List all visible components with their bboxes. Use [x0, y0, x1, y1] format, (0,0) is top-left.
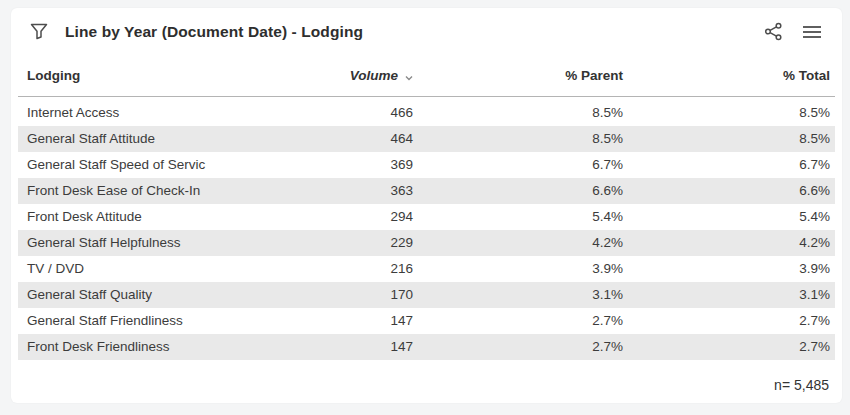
- cell-label: Front Desk Ease of Check-In: [18, 178, 298, 204]
- cell-volume: 369: [298, 152, 418, 178]
- cell-parent: 4.2%: [418, 230, 628, 256]
- cell-parent: 3.9%: [418, 256, 628, 282]
- widget-header: Line by Year (Document Date) - Lodging: [11, 8, 842, 55]
- column-header-volume[interactable]: Volume: [298, 68, 418, 83]
- cell-parent: 6.6%: [418, 178, 628, 204]
- table-row[interactable]: General Staff Quality1703.1%3.1%: [18, 282, 835, 308]
- table-body: Internet Access4668.5%8.5%General Staff …: [18, 100, 835, 360]
- cell-parent: 6.7%: [418, 152, 628, 178]
- widget-actions: [764, 22, 822, 41]
- column-header-lodging[interactable]: Lodging: [18, 68, 298, 83]
- share-icon[interactable]: [764, 22, 783, 41]
- sort-descending-icon: [405, 75, 413, 81]
- hamburger-menu-icon[interactable]: [802, 25, 822, 39]
- column-header-parent[interactable]: % Parent: [418, 68, 628, 83]
- cell-volume: 170: [298, 282, 418, 308]
- table-row[interactable]: General Staff Helpfulness2294.2%4.2%: [18, 230, 835, 256]
- cell-label: General Staff Quality: [18, 282, 298, 308]
- cell-total: 3.9%: [628, 256, 835, 282]
- cell-parent: 3.1%: [418, 282, 628, 308]
- data-table: Lodging Volume % Parent % Total Internet…: [11, 55, 842, 360]
- widget-title: Line by Year (Document Date) - Lodging: [65, 23, 764, 41]
- cell-label: Front Desk Friendliness: [18, 334, 298, 360]
- table-row[interactable]: General Staff Attitude4648.5%8.5%: [18, 126, 835, 152]
- cell-volume: 363: [298, 178, 418, 204]
- table-row[interactable]: TV / DVD2163.9%3.9%: [18, 256, 835, 282]
- table-row[interactable]: Front Desk Ease of Check-In3636.6%6.6%: [18, 178, 835, 204]
- cell-total: 2.7%: [628, 308, 835, 334]
- table-row[interactable]: General Staff Friendliness1472.7%2.7%: [18, 308, 835, 334]
- cell-total: 8.5%: [628, 100, 835, 126]
- cell-label: TV / DVD: [18, 256, 298, 282]
- cell-volume: 466: [298, 100, 418, 126]
- cell-parent: 8.5%: [418, 126, 628, 152]
- column-header-volume-label: Volume: [350, 68, 398, 83]
- cell-label: General Staff Attitude: [18, 126, 298, 152]
- cell-volume: 147: [298, 334, 418, 360]
- filter-icon[interactable]: [30, 23, 48, 40]
- sample-size-note: n= 5,485: [774, 377, 829, 393]
- cell-label: Internet Access: [18, 100, 298, 126]
- cell-total: 4.2%: [628, 230, 835, 256]
- cell-label: Front Desk Attitude: [18, 204, 298, 230]
- cell-volume: 216: [298, 256, 418, 282]
- cell-parent: 2.7%: [418, 308, 628, 334]
- cell-total: 3.1%: [628, 282, 835, 308]
- cell-total: 2.7%: [628, 334, 835, 360]
- cell-total: 6.7%: [628, 152, 835, 178]
- cell-total: 6.6%: [628, 178, 835, 204]
- table-row[interactable]: Internet Access4668.5%8.5%: [18, 100, 835, 126]
- table-row[interactable]: General Staff Speed of Servic3696.7%6.7%: [18, 152, 835, 178]
- column-header-row: Lodging Volume % Parent % Total: [18, 55, 835, 97]
- cell-total: 8.5%: [628, 126, 835, 152]
- table-widget-card: Line by Year (Document Date) - Lodging: [11, 8, 842, 403]
- cell-label: General Staff Friendliness: [18, 308, 298, 334]
- cell-label: General Staff Speed of Servic: [18, 152, 298, 178]
- column-header-total[interactable]: % Total: [628, 68, 835, 83]
- cell-parent: 2.7%: [418, 334, 628, 360]
- cell-parent: 8.5%: [418, 100, 628, 126]
- cell-volume: 294: [298, 204, 418, 230]
- cell-volume: 464: [298, 126, 418, 152]
- cell-parent: 5.4%: [418, 204, 628, 230]
- cell-label: General Staff Helpfulness: [18, 230, 298, 256]
- cell-total: 5.4%: [628, 204, 835, 230]
- table-row[interactable]: Front Desk Friendliness1472.7%2.7%: [18, 334, 835, 360]
- table-row[interactable]: Front Desk Attitude2945.4%5.4%: [18, 204, 835, 230]
- cell-volume: 147: [298, 308, 418, 334]
- cell-volume: 229: [298, 230, 418, 256]
